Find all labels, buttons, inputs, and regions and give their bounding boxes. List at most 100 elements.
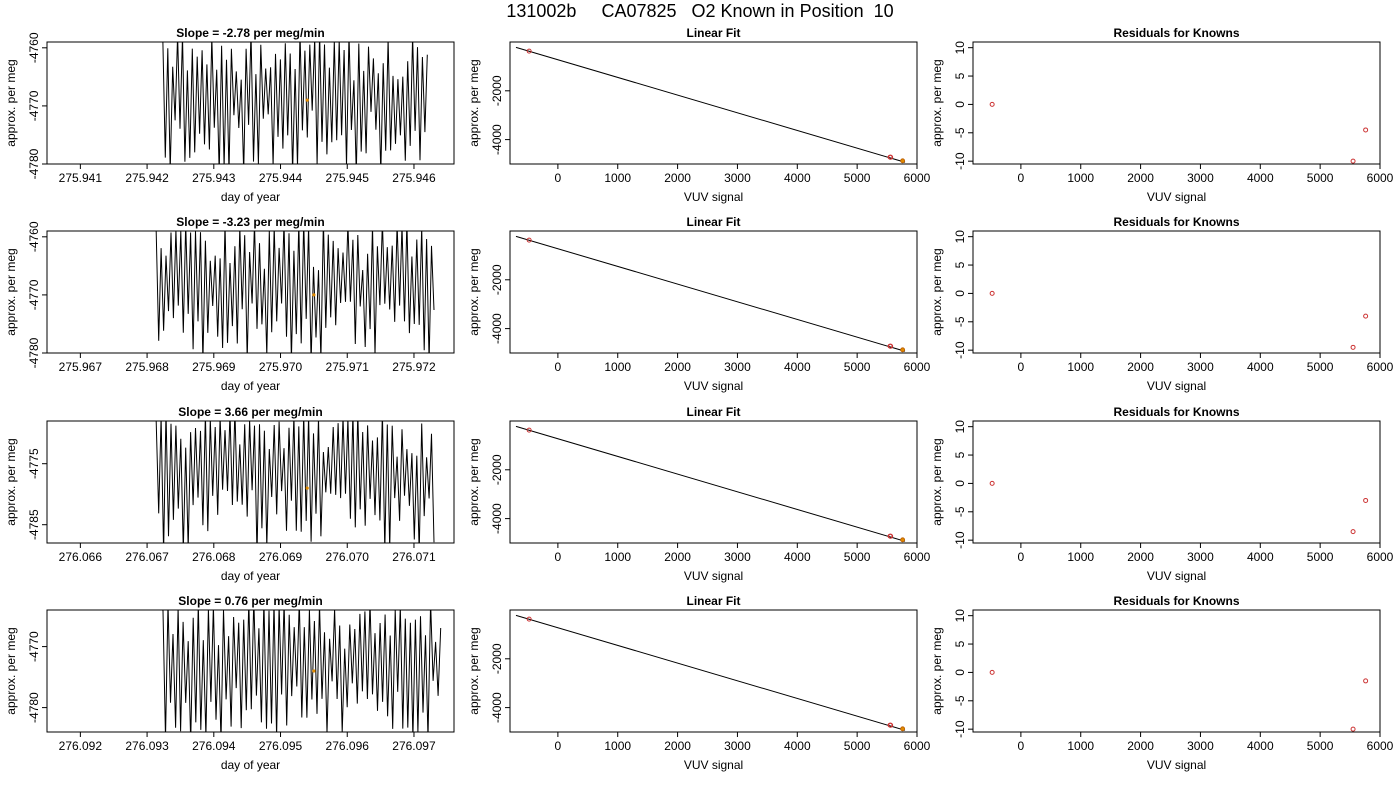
y-axis-label: approx. per meg [930,248,944,335]
plot-frame [509,420,918,544]
data-point [888,343,894,349]
x-tick-label: 1000 [1067,171,1094,185]
y-axis-label: approx. per meg [930,59,944,146]
x-tick-label: 0 [1018,739,1025,753]
x-axis-label: VUV signal [684,758,743,772]
panel-2-2: Linear Fit VUV signal approx. per meg 0 1000… [467,215,931,393]
x-tick-label: 275.972 [392,360,436,374]
fit-line [515,614,906,731]
x-tick-label: 1000 [604,171,631,185]
y-tick-label: -10 [953,152,967,170]
x-tick-label: 2000 [1127,171,1154,185]
data-point [526,427,532,433]
highlight-point [900,158,906,164]
x-tick-label: 0 [555,171,562,185]
y-tick-label: -4770 [27,90,41,121]
plot-frame [972,420,1381,544]
data-point [1363,678,1369,684]
data-point [989,290,995,296]
x-tick-label: 276.071 [392,550,436,564]
x-tick-label: 3000 [724,739,751,753]
data-point [526,616,532,622]
x-axis-label: VUV signal [684,379,743,393]
highlight-point [900,537,906,543]
data-point [1363,497,1369,503]
plot-area [989,290,1369,350]
y-axis-label: approx. per meg [930,627,944,714]
x-tick-label: 4000 [1247,739,1274,753]
y-tick-label: -4000 [490,503,504,534]
panel-title: Linear Fit [686,215,740,229]
plot-area [515,46,906,164]
y-axis-label: approx. per meg [4,627,18,714]
panel-title: Slope = -2.78 per meg/min [176,26,324,40]
x-tick-label: 0 [555,739,562,753]
y-tick-label: -2000 [490,454,504,485]
y-tick-label: -4760 [27,221,41,252]
x-tick-label: 275.945 [326,171,370,185]
x-tick-label: 2000 [1127,739,1154,753]
y-tick-label: -5 [953,127,967,138]
x-tick-label: 276.066 [59,550,103,564]
fit-line [515,425,906,542]
x-tick-label: 1000 [1067,550,1094,564]
x-axis-label: VUV signal [1147,569,1206,583]
plot-area [989,480,1369,535]
x-tick-label: 6000 [1367,550,1394,564]
panel-2-3: Residuals for Knowns VUV signal approx. pe… [930,215,1394,393]
x-tick-label: 3000 [724,360,751,374]
x-tick-label: 275.946 [392,171,436,185]
x-tick-label: 3000 [1187,739,1214,753]
x-tick-label: 0 [1018,550,1025,564]
plot-area [162,42,428,164]
x-tick-label: 6000 [904,171,931,185]
plot-area [155,421,435,543]
y-axis-label: approx. per meg [4,59,18,146]
x-tick-label: 5000 [844,171,871,185]
series-trace [162,610,442,732]
x-axis-label: VUV signal [1147,190,1206,204]
x-tick-label: 5000 [1307,360,1334,374]
data-point [1350,158,1356,164]
x-tick-label: 275.944 [259,171,303,185]
plot-area [515,614,906,732]
panel-title: Slope = 3.66 per meg/min [178,405,322,419]
x-axis-label: VUV signal [684,190,743,204]
x-tick-label: 3000 [724,171,751,185]
data-point [526,237,532,243]
x-tick-label: 0 [555,550,562,564]
y-tick-label: 0 [953,101,967,108]
x-tick-label: 276.095 [259,739,303,753]
y-tick-label: -5 [953,695,967,706]
plot-frame [509,230,918,354]
x-tick-label: 276.068 [192,550,236,564]
x-tick-label: 1000 [1067,739,1094,753]
y-tick-label: 0 [953,290,967,297]
y-tick-label: -2000 [490,264,504,295]
x-tick-label: 275.967 [59,360,103,374]
panel-title: Residuals for Knowns [1113,594,1239,608]
x-tick-label: 3000 [1187,550,1214,564]
plot-frame [972,230,1381,354]
plot-frame [46,41,455,165]
data-point [989,669,995,675]
x-tick-label: 2000 [664,550,691,564]
data-point [989,480,995,486]
x-tick-label: 6000 [1367,360,1394,374]
x-tick-label: 276.070 [326,550,370,564]
y-tick-label: -5 [953,316,967,327]
y-tick-label: -2000 [490,643,504,674]
panel-title: Linear Fit [686,405,740,419]
x-tick-label: 275.969 [192,360,236,374]
x-tick-label: 276.094 [192,739,236,753]
x-tick-label: 1000 [604,550,631,564]
x-tick-label: 276.093 [125,739,169,753]
highlight-point [900,347,906,353]
plot-area [989,669,1369,732]
y-tick-label: -4760 [27,32,41,63]
x-tick-label: 275.968 [125,360,169,374]
panel-4-1: Slope = 0.76 per meg/min day of year appro… [4,594,455,772]
highlight-point [900,726,906,732]
y-tick-label: 0 [953,669,967,676]
y-tick-label: -4770 [27,631,41,662]
